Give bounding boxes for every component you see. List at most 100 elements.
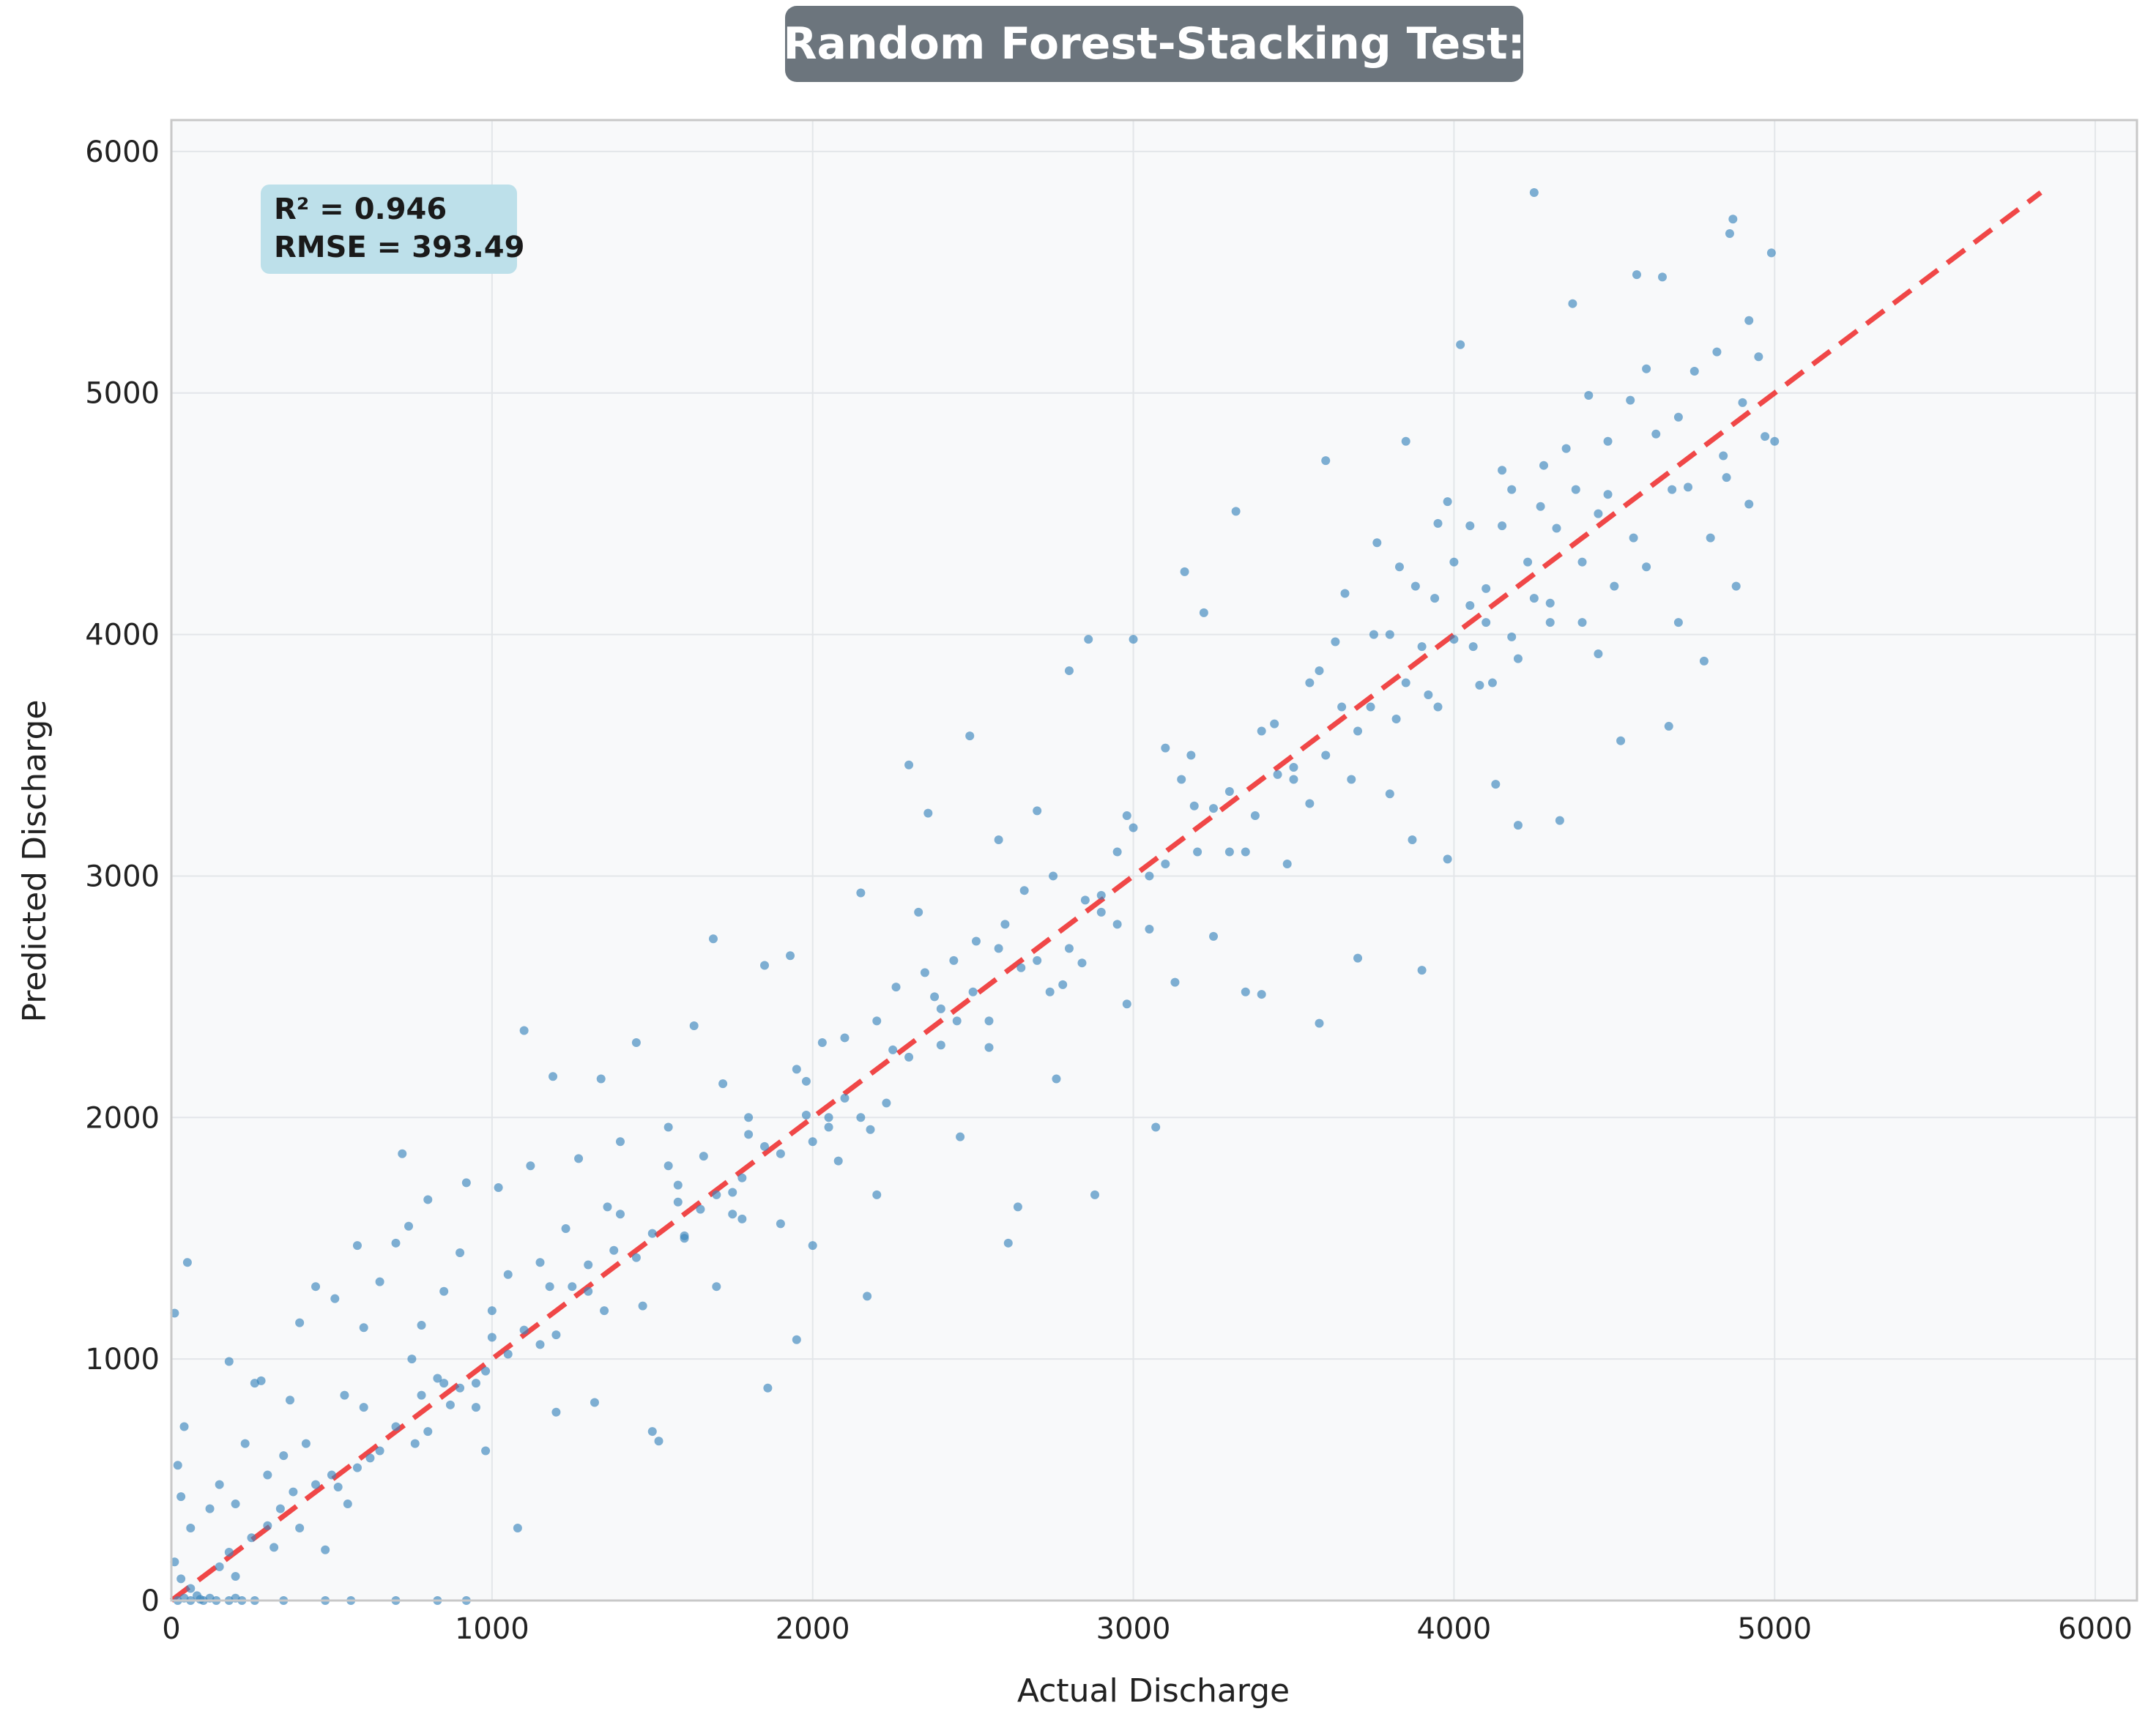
x-tick-label: 0 [162, 1612, 180, 1646]
data-point [1289, 775, 1298, 784]
data-point [321, 1545, 330, 1554]
data-point [423, 1427, 433, 1437]
data-point [718, 1079, 728, 1089]
data-point [786, 951, 795, 961]
data-point [1340, 589, 1350, 598]
data-point [1642, 364, 1651, 373]
data-point [728, 1210, 737, 1219]
data-point [1305, 799, 1315, 808]
data-point [1536, 502, 1545, 511]
data-point [494, 1182, 503, 1192]
metrics-annotation-box: R² = 0.946 RMSE = 393.49 [261, 185, 525, 274]
data-point [410, 1439, 420, 1448]
data-point [631, 1253, 641, 1262]
data-point [1728, 215, 1738, 224]
data-point [375, 1277, 384, 1286]
data-point [1145, 871, 1154, 881]
data-point [994, 835, 1003, 844]
data-point [936, 1004, 945, 1013]
data-point [1449, 635, 1459, 644]
data-point [286, 1396, 295, 1405]
data-point [856, 888, 866, 898]
data-point [1052, 1074, 1061, 1084]
data-point [1033, 955, 1042, 965]
x-tick-label: 3000 [1096, 1612, 1171, 1646]
data-point [327, 1470, 336, 1480]
data-point [1209, 804, 1219, 813]
y-tick-label: 3000 [85, 860, 160, 893]
data-point [914, 907, 923, 917]
data-point [1744, 499, 1754, 509]
data-point [1096, 907, 1106, 917]
data-point [1719, 451, 1728, 461]
data-point [971, 936, 981, 946]
data-point [330, 1294, 340, 1303]
data-point [1394, 562, 1404, 572]
data-point [1305, 678, 1315, 688]
data-point [1443, 497, 1452, 507]
data-point [708, 934, 718, 944]
data-point [663, 1161, 673, 1171]
data-point [1487, 678, 1497, 688]
data-point [840, 1093, 850, 1103]
data-point [224, 1357, 234, 1366]
data-point [744, 1130, 754, 1139]
data-point [551, 1407, 561, 1417]
data-point [1112, 847, 1122, 857]
data-point [503, 1270, 513, 1279]
data-point [1003, 1238, 1013, 1248]
data-point [1270, 719, 1279, 729]
data-point [240, 1439, 250, 1448]
data-point [1725, 229, 1734, 239]
data-point [1289, 763, 1298, 772]
data-point [840, 1033, 850, 1043]
data-point [1401, 678, 1410, 688]
data-point [1673, 412, 1683, 422]
data-point [1507, 485, 1517, 494]
data-point [584, 1260, 593, 1270]
rmse-annotation: RMSE = 393.49 [274, 231, 525, 264]
data-point [1058, 980, 1068, 989]
data-point [1122, 999, 1131, 1009]
data-point [615, 1210, 625, 1219]
data-point [1145, 925, 1154, 934]
data-point [1657, 272, 1667, 282]
data-point [1282, 859, 1292, 868]
data-point [179, 1422, 189, 1431]
data-point [1498, 466, 1507, 475]
data-point [561, 1224, 570, 1234]
data-point [1077, 958, 1087, 968]
data-point [1385, 630, 1394, 639]
data-point [263, 1470, 272, 1480]
data-point [673, 1197, 683, 1207]
data-point [1766, 248, 1776, 258]
data-point [1417, 966, 1427, 975]
data-point [423, 1195, 433, 1204]
data-point [471, 1403, 480, 1412]
data-point [1408, 835, 1417, 844]
data-point [1712, 347, 1722, 357]
data-point [801, 1076, 811, 1086]
plot-frame [170, 119, 2138, 1602]
data-point [863, 1292, 872, 1301]
data-point [1080, 895, 1090, 905]
x-axis-label: Actual Discharge [1017, 1672, 1290, 1710]
data-point [1642, 562, 1651, 572]
data-point [439, 1286, 449, 1296]
data-point [956, 1132, 965, 1141]
data-point [461, 1178, 471, 1188]
data-point [481, 1446, 491, 1456]
r-squared-annotation: R² = 0.946 [274, 193, 447, 226]
y-tick-label: 0 [141, 1584, 160, 1618]
data-point [1761, 432, 1770, 442]
y-tick-label: 5000 [85, 377, 160, 411]
data-point [856, 1113, 866, 1122]
data-point [872, 1016, 882, 1026]
data-point [311, 1282, 321, 1292]
data-point [256, 1376, 266, 1385]
data-point [1391, 715, 1401, 724]
data-point [549, 1072, 558, 1081]
data-point [1443, 854, 1452, 864]
data-point [1482, 584, 1491, 593]
